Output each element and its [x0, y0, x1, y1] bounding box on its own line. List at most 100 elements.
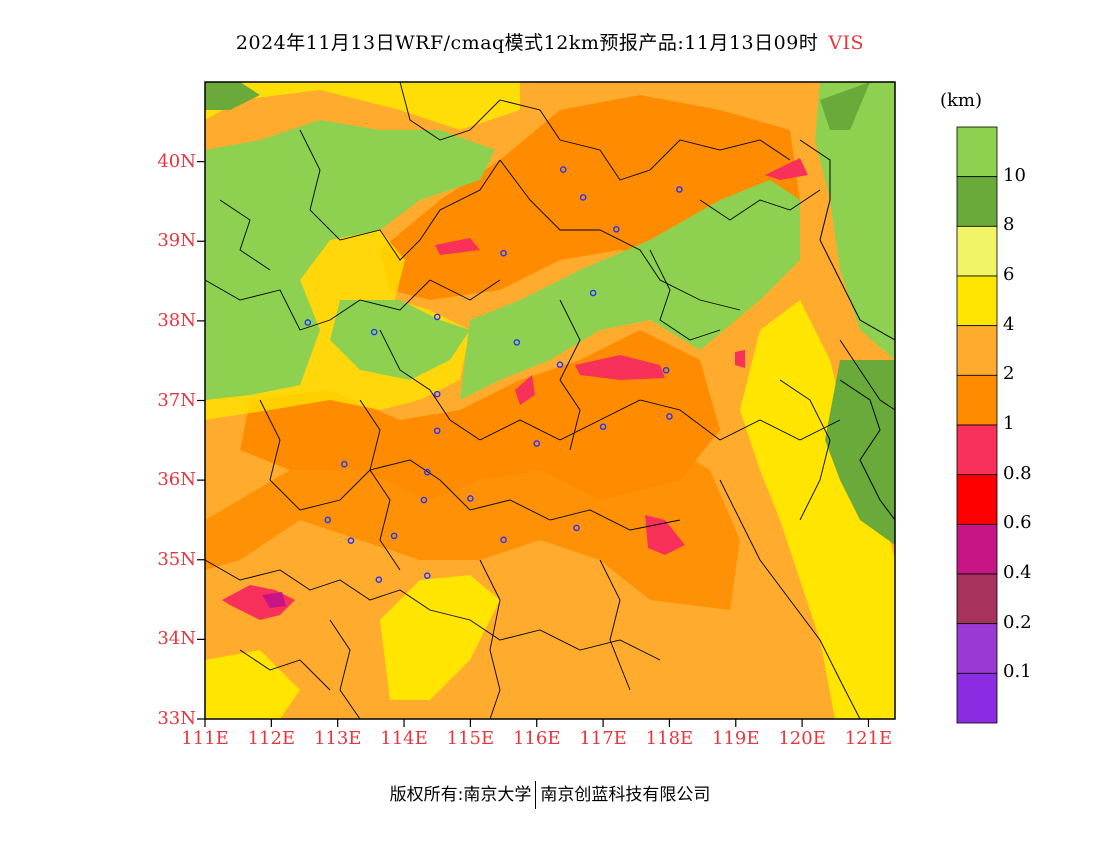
- station-marker: [390, 532, 398, 540]
- field-yellow-north: [205, 82, 520, 130]
- field-red-patch-5: [735, 350, 745, 368]
- colorbar-segment: [956, 126, 998, 178]
- colorbar-segment: [956, 275, 998, 327]
- colorbar-segment: [956, 374, 998, 426]
- field-magenta-patch: [262, 592, 286, 608]
- footer-separator: [535, 781, 537, 809]
- station-marker: [370, 328, 378, 336]
- field-darkgreen-shandong: [825, 360, 895, 545]
- colorbar-segment: [956, 523, 998, 575]
- field-darkgreen-corner: [205, 82, 260, 110]
- colorbar-segment: [956, 672, 998, 724]
- lon-label-119e: 119E: [712, 728, 760, 749]
- colorbar-segment: [956, 325, 998, 376]
- lon-label-115e: 115E: [446, 728, 495, 749]
- lat-label-37n: 37N: [157, 389, 196, 411]
- station-marker: [423, 468, 431, 476]
- station-marker: [573, 524, 580, 532]
- station-marker: [500, 249, 507, 257]
- lon-label-120e: 120E: [778, 728, 826, 749]
- lon-label-117e: 117E: [579, 728, 627, 749]
- field-yellow-east: [740, 300, 895, 719]
- field-yellow-south: [380, 575, 500, 700]
- lat-label-39n: 39N: [157, 230, 196, 252]
- station-marker: [304, 319, 312, 326]
- field-yellow-southwest: [205, 650, 300, 719]
- field-green-northwest: [205, 120, 495, 400]
- lat-label-34n: 34N: [157, 628, 196, 650]
- colorbar-label-0-4: 0.4: [1003, 562, 1032, 583]
- copyright-footer: 版权所有:南京大学 南京创蓝科技有限公司: [0, 780, 1100, 809]
- field-green-east: [815, 82, 895, 360]
- colorbar-segment: [956, 474, 998, 525]
- map-title: 2024年11月13日WRF/cmaq模式12km预报产品:11月13日09时 V…: [0, 28, 1100, 55]
- station-marker: [433, 427, 441, 435]
- station-marker: [589, 289, 597, 297]
- colorbar-label-4: 4: [1003, 313, 1015, 335]
- station-marker: [423, 572, 431, 579]
- colorbar-label-0-6: 0.6: [1003, 512, 1032, 534]
- coastline-shandong: [839, 379, 895, 521]
- station-marker: [433, 390, 441, 398]
- station-marker: [533, 440, 541, 447]
- title-variable: VIS: [828, 32, 865, 54]
- station-marker: [599, 423, 607, 431]
- lat-label-40n: 40N: [157, 150, 196, 172]
- lon-label-112e: 112E: [247, 728, 296, 749]
- colorbar-label-10: 10: [1003, 164, 1026, 186]
- colorbar-label-0-2: 0.2: [1003, 611, 1032, 633]
- station-marker: [433, 313, 441, 321]
- station-marker: [559, 166, 567, 173]
- station-marker: [500, 536, 507, 544]
- station-marker: [467, 495, 474, 502]
- colorbar-label-0-1: 0.1: [1003, 661, 1032, 683]
- stations-layer: [304, 166, 683, 583]
- station-marker: [341, 460, 348, 468]
- map-field: [205, 82, 895, 719]
- lat-label-35n: 35N: [157, 548, 196, 570]
- colorbar-segment: [956, 424, 998, 476]
- lon-label-111e: 111E: [181, 728, 229, 749]
- lon-label-118e: 118E: [645, 728, 694, 749]
- colorbar-segment: [956, 176, 998, 227]
- field-red-patch-4: [515, 375, 535, 405]
- copyright-left: 版权所有:南京大学: [389, 785, 532, 805]
- station-marker: [324, 516, 332, 524]
- field-darkgreen-northeast: [820, 82, 870, 130]
- lat-label-38n: 38N: [157, 309, 196, 331]
- station-marker: [375, 576, 383, 583]
- colorbar-segment: [956, 573, 998, 625]
- colorbar-label-2: 2: [1003, 363, 1015, 385]
- lon-label-113e: 113E: [313, 728, 362, 749]
- station-marker: [676, 186, 683, 193]
- station-marker: [662, 366, 670, 374]
- field-red-patch-1: [435, 238, 480, 255]
- station-marker: [666, 413, 673, 420]
- field-green-taihang: [330, 300, 470, 380]
- station-marker: [347, 537, 355, 544]
- boundary-lines: [205, 82, 895, 719]
- colorbar-label-1: 1: [1003, 413, 1015, 434]
- colorbar-label-0-8: 0.8: [1003, 462, 1032, 484]
- field-red-patch-3: [575, 355, 665, 380]
- colorbar: [956, 126, 998, 724]
- station-marker: [556, 361, 564, 368]
- field-green-central: [460, 180, 800, 400]
- lat-label-36n: 36N: [157, 469, 196, 491]
- lon-label-121e: 121E: [844, 728, 893, 749]
- field-red-patch-2: [765, 158, 808, 180]
- lon-label-114e: 114E: [380, 728, 428, 749]
- colorbar-label-6: 6: [1003, 264, 1015, 285]
- station-marker: [613, 226, 620, 233]
- axis-ticks: [197, 161, 870, 727]
- colorbar-segment: [956, 623, 998, 674]
- station-marker: [513, 339, 521, 346]
- title-main: 2024年11月13日WRF/cmaq模式12km预报产品:11月13日09时: [235, 32, 819, 54]
- lon-label-116e: 116E: [512, 728, 561, 749]
- coastline-bohai: [799, 139, 895, 341]
- colorbar-unit: (km): [940, 90, 983, 111]
- colorbar-segment: [956, 225, 998, 277]
- lat-label-33n: 33N: [157, 708, 196, 729]
- station-marker: [420, 496, 428, 504]
